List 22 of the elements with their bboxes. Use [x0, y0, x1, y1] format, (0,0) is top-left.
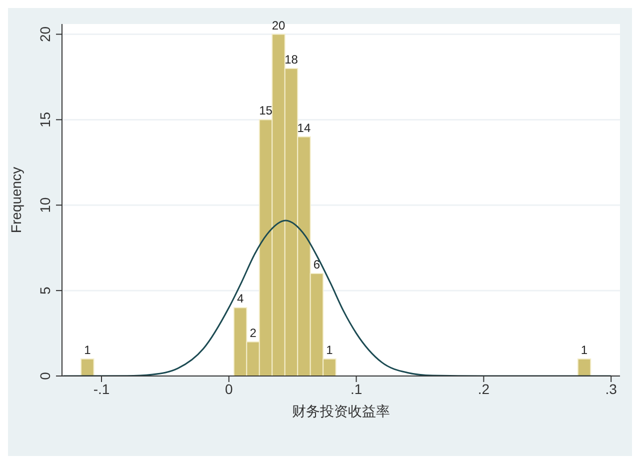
y-tick-label: 10 — [37, 197, 53, 213]
data-label: 2 — [250, 326, 257, 340]
data-label: 4 — [236, 292, 244, 306]
y-tick-label: 20 — [37, 26, 53, 42]
x-axis-title: 财务投资收益率 — [292, 403, 390, 419]
x-tick-label: .1 — [350, 380, 362, 397]
data-label: 1 — [580, 342, 588, 357]
data-label: 18 — [284, 52, 298, 66]
y-tick-label: 0 — [37, 372, 53, 380]
data-label: 1 — [326, 342, 334, 357]
x-tick-label: .2 — [478, 380, 490, 397]
x-tick-label: .3 — [605, 380, 618, 397]
y-tick-label: 15 — [37, 112, 53, 128]
y-axis-title: Frequency — [8, 166, 24, 234]
y-tick-label: 5 — [37, 286, 53, 294]
data-label: 6 — [313, 257, 320, 272]
data-label: 1 — [84, 342, 92, 357]
data-label: 14 — [297, 120, 311, 135]
data-label: 20 — [272, 18, 286, 32]
x-tick-label: -.1 — [93, 380, 110, 397]
data-label: 15 — [259, 104, 273, 118]
x-tick-label: 0 — [224, 380, 233, 397]
